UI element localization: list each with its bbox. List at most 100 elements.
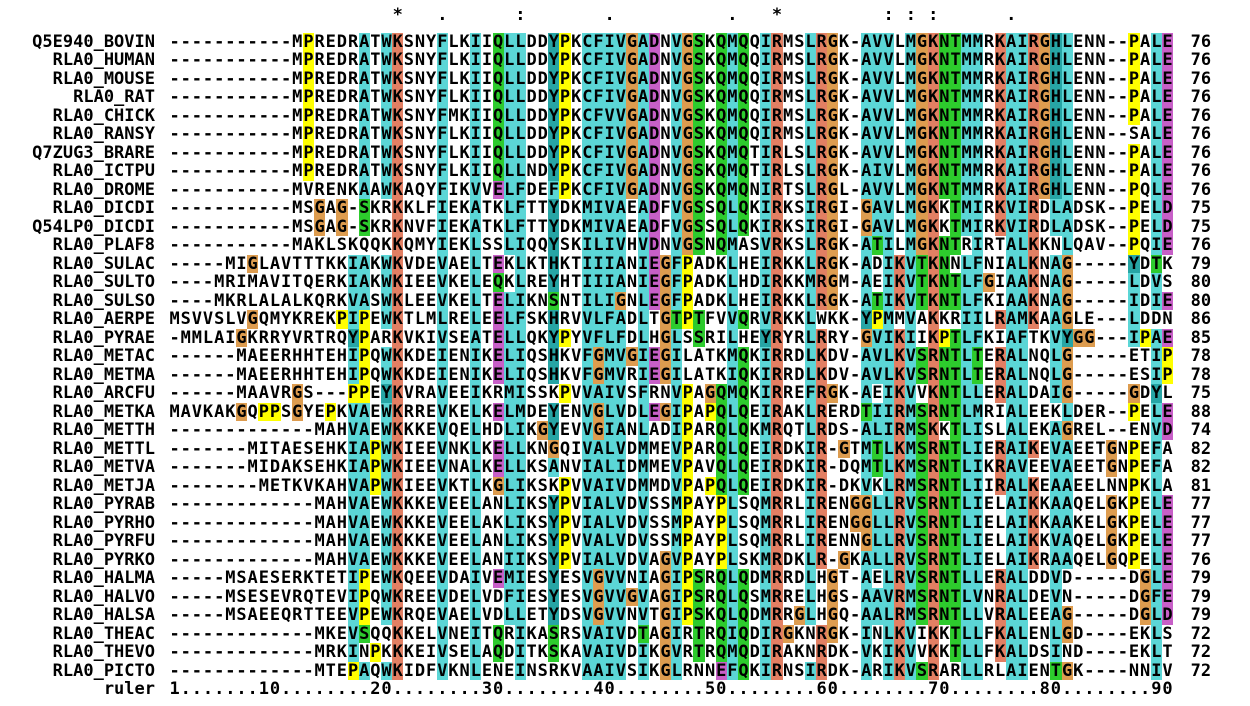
residue-cell: A (693, 254, 705, 273)
residue-cell: - (281, 51, 292, 70)
residue-cell: F (514, 310, 526, 329)
residue-cell: I (481, 88, 493, 107)
residue-cell: V (905, 532, 917, 551)
residue-cell: I (760, 365, 772, 384)
residue-cell: V (615, 624, 627, 643)
residue-cell: L (995, 495, 1006, 514)
residue-cell: H (816, 587, 827, 606)
residue-cell: T (871, 458, 883, 477)
residue-cell: - (281, 532, 292, 551)
residue-cell: S (693, 569, 705, 588)
residue-cell: - (269, 199, 281, 218)
residue-cell: K (392, 402, 404, 421)
residue-cell: K (392, 106, 404, 125)
residue-cell: A (649, 550, 660, 569)
conservation-symbol (191, 6, 202, 25)
residue-cell: V (303, 476, 314, 495)
residue-cell: K (392, 643, 404, 662)
residue-cell: N (1028, 347, 1039, 366)
residue-cell: I (1016, 550, 1029, 569)
residue-cell: R (414, 384, 426, 403)
residue-cell: - (180, 143, 191, 162)
residue-cell: E (459, 495, 470, 514)
residue-cell: E (492, 254, 504, 273)
residue-cell: Q (715, 476, 727, 495)
residue-cell: R (314, 125, 325, 144)
residue-cell: L (726, 606, 738, 625)
residue-cell: L (995, 513, 1006, 532)
residue-cell: V (202, 310, 214, 329)
residue-cell: Y (704, 495, 716, 514)
residue-cell: M (972, 88, 984, 107)
residue-cell: - (1117, 624, 1128, 643)
sequence-end-position: 76 (1190, 68, 1212, 89)
residue-cell: M (961, 106, 973, 125)
residue-cell: - (269, 513, 281, 532)
residue-cell: D (336, 69, 348, 88)
residue-cell: I (448, 180, 459, 199)
residue-cell: K (927, 51, 939, 70)
residue-cell: G (314, 217, 326, 236)
residue-cell: E (1073, 106, 1084, 125)
residue-cell: I (1016, 661, 1029, 680)
residue-cell: V (581, 569, 593, 588)
residue-cell: V (883, 217, 895, 236)
residue-cell: T (571, 291, 582, 310)
residue-cell: D (1039, 569, 1050, 588)
residue-cell: R (983, 69, 995, 88)
residue-cell: M (961, 32, 973, 51)
residue-cell: - (225, 495, 236, 514)
residue-cell: V (871, 69, 883, 88)
residue-cell: Q (737, 661, 750, 680)
residue-cell: T (370, 125, 381, 144)
residue-cell: K (927, 125, 939, 144)
residue-cell: L (503, 365, 515, 384)
residue-cell: - (169, 180, 180, 199)
residue-cell: Y (303, 402, 314, 421)
residue-cell: - (247, 125, 258, 144)
residue-cell: Q (715, 32, 727, 51)
residue-cell: Q (715, 162, 727, 181)
residue-cell: - (281, 643, 292, 662)
residue-cell: S (704, 217, 716, 236)
residue-cell: L (1061, 125, 1073, 144)
residue-cell: L (1128, 273, 1140, 292)
residue-cell: K (325, 254, 336, 273)
residue-cell: R (504, 624, 515, 643)
residue-cell: V (871, 143, 883, 162)
residue-cell: P (682, 254, 694, 273)
residue-cell: - (269, 143, 281, 162)
residue-cell: V (615, 347, 627, 366)
residue-cell: - (180, 291, 191, 310)
residue-cell: N (1050, 236, 1062, 255)
residue-cell: T (949, 328, 962, 347)
residue-cell: Q (526, 328, 537, 347)
residue-cell: P (871, 310, 883, 329)
residue-cell: - (225, 236, 236, 255)
residue-cell: K (783, 199, 794, 218)
residue-cell: R (994, 310, 1006, 329)
residue-cell: - (169, 32, 180, 51)
residue-cell: L (961, 439, 973, 458)
residue-cell: I (581, 513, 593, 532)
residue-cell: P (715, 495, 727, 514)
residue-cell: R (314, 69, 325, 88)
residue-cell: - (180, 384, 191, 403)
residue-cell: E (414, 624, 426, 643)
residue-cell: Y (548, 328, 560, 347)
residue-cell: S (693, 125, 705, 144)
residue-cell: S (481, 236, 493, 255)
residue-cell: K (336, 273, 348, 292)
residue-cell: I (1050, 643, 1062, 662)
residue-cell: E (492, 402, 504, 421)
residue-cell: M (236, 365, 247, 384)
residue-cell: R (927, 458, 939, 477)
residue-cell: Q (715, 88, 727, 107)
residue-cell: - (303, 661, 314, 680)
residue-cell: K (749, 550, 760, 569)
residue-cell: S (738, 550, 749, 569)
residue-cell: I (972, 439, 984, 458)
residue-cell: D (1039, 217, 1050, 236)
residue-cell: - (1106, 32, 1117, 51)
residue-cell: I (972, 476, 984, 495)
